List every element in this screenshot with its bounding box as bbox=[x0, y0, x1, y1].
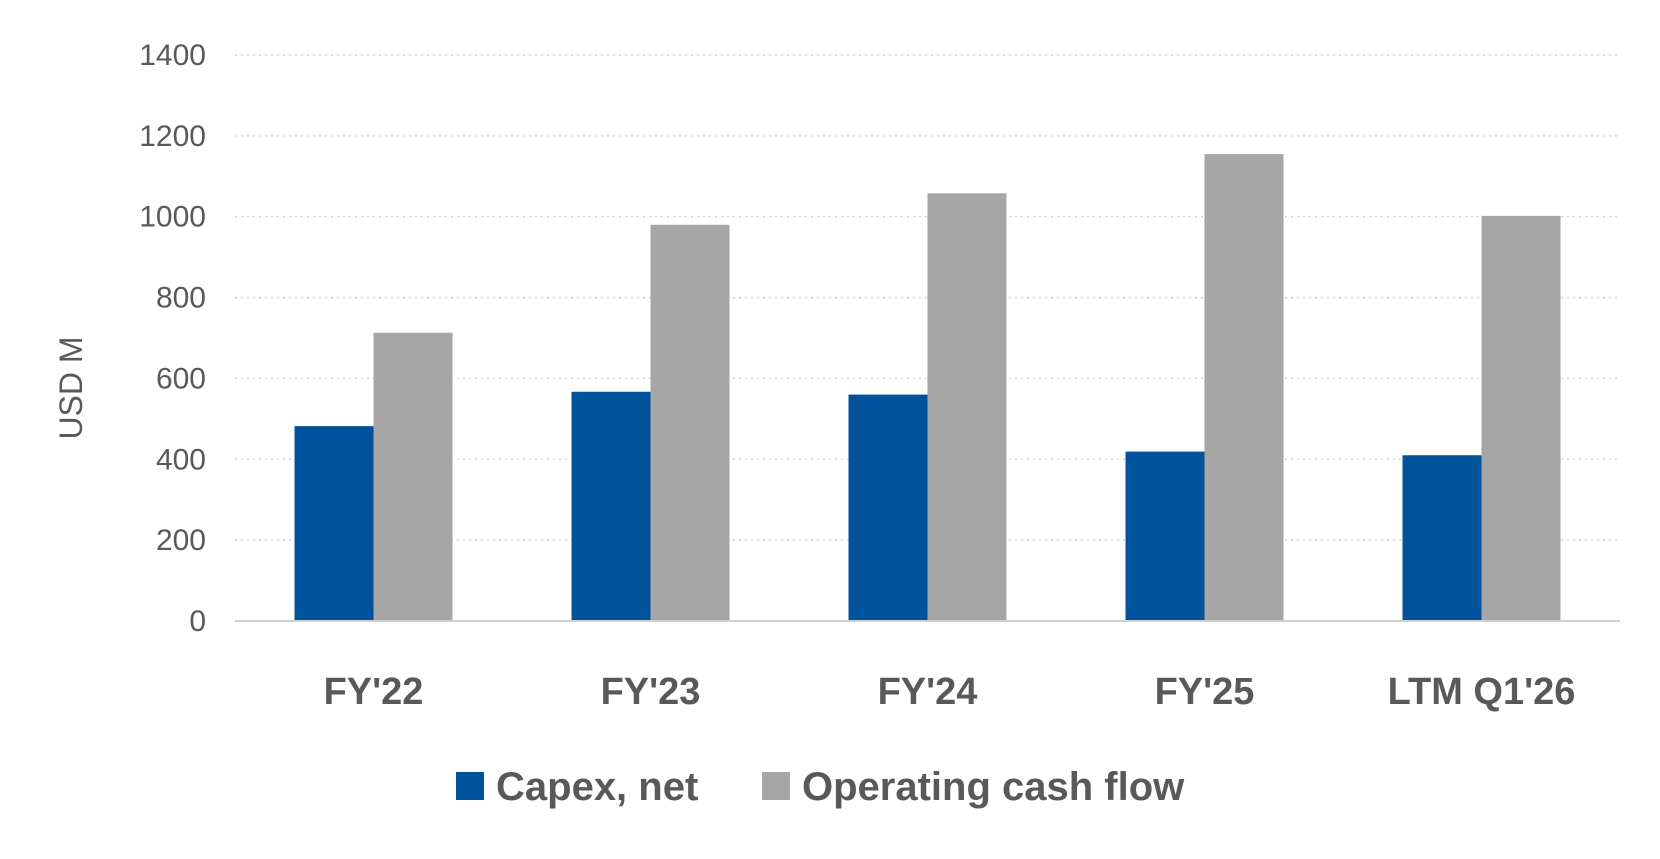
bar-operating-cash-flow-1 bbox=[650, 224, 730, 622]
x-tick-label: FY'25 bbox=[1155, 671, 1255, 713]
bar-operating-cash-flow-3 bbox=[1204, 154, 1284, 622]
bar-capex-0 bbox=[294, 426, 374, 621]
legend: Capex, net Operating cash flow bbox=[456, 765, 1185, 809]
x-tick-label: FY'24 bbox=[878, 671, 978, 713]
x-tick-label: LTM Q1'26 bbox=[1388, 671, 1576, 713]
y-tick-label: 600 bbox=[156, 362, 206, 395]
y-tick-label: 200 bbox=[156, 524, 206, 557]
bars bbox=[294, 154, 1561, 622]
y-tick-label: 0 bbox=[189, 605, 206, 638]
legend-label-capex: Capex, net bbox=[496, 765, 698, 809]
y-tick-label: 1200 bbox=[139, 120, 206, 153]
bar-operating-cash-flow-0 bbox=[373, 332, 453, 621]
y-tick-label: 400 bbox=[156, 443, 206, 476]
y-tick-label: 1000 bbox=[139, 201, 206, 234]
x-tick-label: FY'23 bbox=[601, 671, 701, 713]
legend-swatch-capex bbox=[456, 772, 484, 800]
legend-label-operating-cash-flow: Operating cash flow bbox=[802, 765, 1185, 809]
bar-operating-cash-flow-2 bbox=[927, 193, 1007, 621]
legend-swatch-operating-cash-flow bbox=[762, 772, 790, 800]
x-tick-label: FY'22 bbox=[324, 671, 424, 713]
bar-operating-cash-flow-4 bbox=[1481, 215, 1561, 622]
y-tick-label: 1400 bbox=[139, 39, 206, 72]
bar-capex-4 bbox=[1402, 455, 1482, 621]
bar-capex-3 bbox=[1125, 451, 1205, 621]
bar-capex-2 bbox=[848, 394, 928, 621]
bar-capex-1 bbox=[571, 391, 651, 621]
y-axis-title: USD M bbox=[53, 336, 89, 439]
axes: 0 200 400 600 800 1000 1200 1400 FY'22 FY'23 FY'24… bbox=[139, 39, 1620, 713]
y-tick-label: 800 bbox=[156, 282, 206, 315]
